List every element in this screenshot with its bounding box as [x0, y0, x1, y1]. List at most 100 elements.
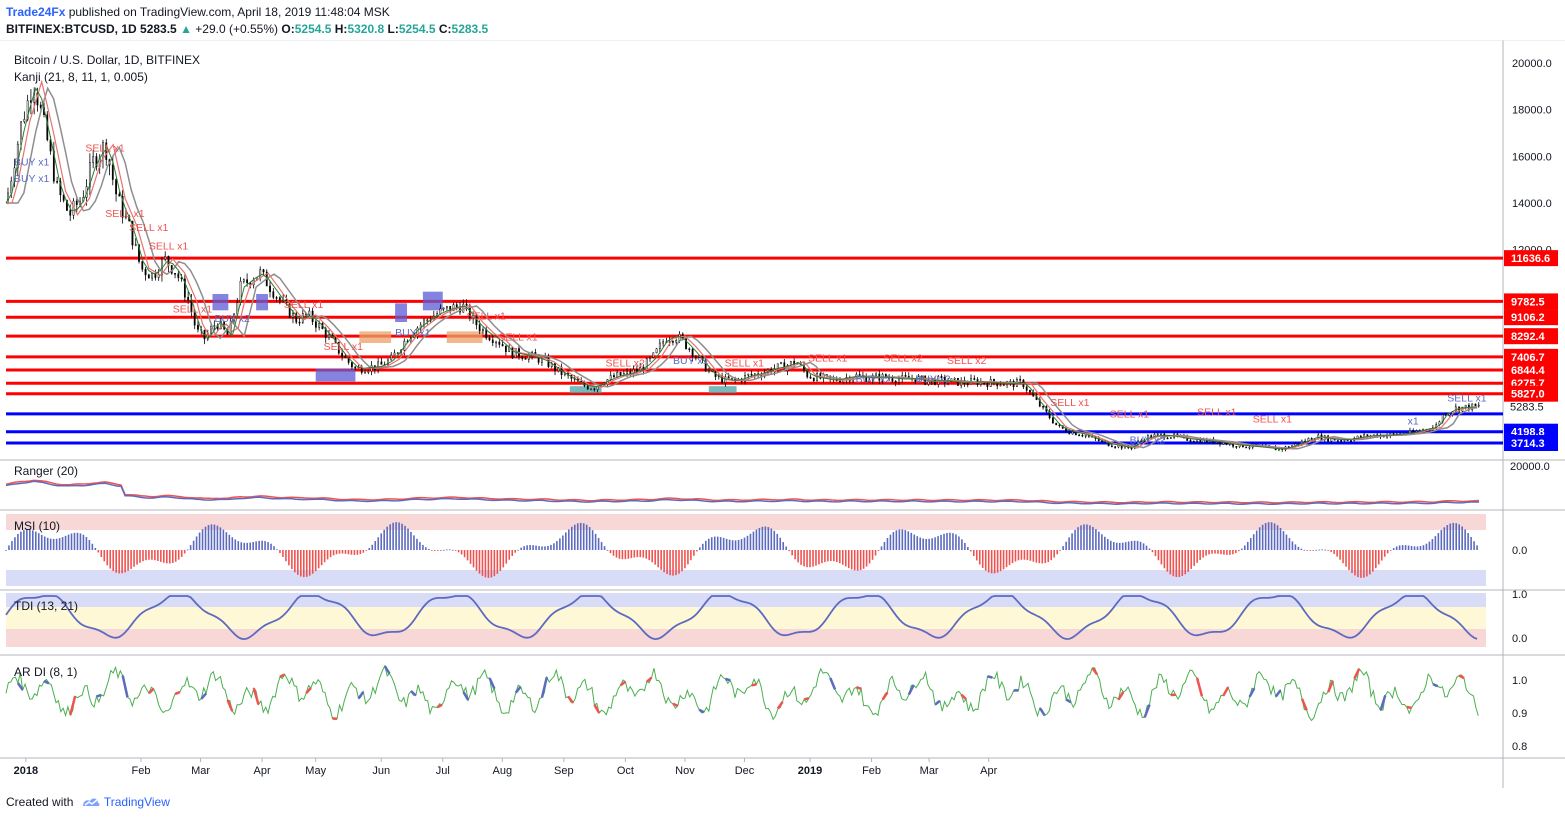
- msi-bar: [258, 540, 260, 550]
- candle-body: [269, 285, 271, 292]
- signal-annotation: SELL x1: [173, 304, 212, 316]
- candle-body: [134, 244, 137, 246]
- msi-bar: [1375, 550, 1377, 569]
- msi-bar: [880, 546, 883, 550]
- ardi-highlight: [43, 680, 50, 685]
- msi-bar: [958, 536, 960, 550]
- msi-bar: [398, 522, 400, 550]
- candle-body: [56, 181, 59, 183]
- ardi-highlight: [1432, 682, 1439, 688]
- msi-bar: [526, 545, 528, 550]
- msi-bar: [684, 550, 686, 569]
- ranger-upper-line: [5, 479, 1480, 504]
- msi-bar: [565, 532, 567, 550]
- signal-boxes: [212, 291, 737, 394]
- candle-body: [1002, 384, 1005, 387]
- ardi-highlight: [383, 665, 391, 675]
- msi-bar: [630, 550, 633, 559]
- candle-body: [1048, 411, 1051, 419]
- msi-bar: [651, 550, 653, 563]
- candle-body: [1055, 422, 1058, 426]
- candle-body: [46, 114, 49, 141]
- msi-bar: [198, 532, 201, 550]
- main-indicator-title: Kanji (21, 8, 11, 1, 0.005): [14, 70, 148, 84]
- msi-bar: [26, 529, 28, 550]
- candle-body: [275, 297, 278, 299]
- level-price-label: 6844.4: [1511, 365, 1546, 377]
- msi-bar: [999, 550, 1002, 572]
- ardi-highlight: [1406, 705, 1412, 710]
- msi-bar: [359, 550, 362, 555]
- ranger-title: Ranger (20): [14, 464, 78, 478]
- msi-bar: [964, 542, 966, 550]
- tradingview-link[interactable]: TradingView: [103, 795, 170, 809]
- msi-bar: [73, 532, 76, 550]
- msi-bar: [1419, 546, 1422, 550]
- msi-bar: [302, 550, 305, 578]
- signal-annotation: SELL x1: [149, 241, 188, 253]
- msi-bar: [1017, 550, 1020, 561]
- msi-bar: [1098, 531, 1100, 550]
- level-price-label: 7406.7: [1511, 352, 1545, 364]
- signal-box: [395, 303, 408, 323]
- candle-body: [780, 362, 782, 364]
- msi-bar: [1029, 550, 1032, 561]
- msi-bar: [1068, 537, 1070, 550]
- msi-bar: [335, 550, 338, 555]
- msi-bar: [952, 533, 954, 550]
- tdi-y-tick: 1.0: [1512, 589, 1527, 601]
- chart-svg[interactable]: SELL x1 BUY x1 BUY x1 SELL x1 SELL x1 SELL x1…: [0, 39, 1565, 788]
- candle-body: [16, 143, 19, 169]
- msi-bar: [1038, 550, 1041, 564]
- x-tick-label: Dec: [735, 765, 755, 777]
- candle-body: [1215, 442, 1218, 444]
- msi-bar: [88, 540, 91, 550]
- candle-body: [1058, 424, 1061, 427]
- msi-bar: [115, 550, 117, 573]
- msi-bar: [722, 537, 725, 550]
- msi-bar: [192, 540, 195, 550]
- candle-body: [593, 388, 596, 391]
- msi-bar: [487, 550, 490, 578]
- signal-box: [315, 368, 356, 382]
- msi-bar: [1104, 536, 1106, 550]
- msi-bar: [1458, 524, 1460, 550]
- candle-body: [1084, 435, 1087, 437]
- msi-bar: [1285, 534, 1288, 550]
- msi-bar: [1187, 550, 1190, 572]
- msi-bar: [1282, 531, 1285, 550]
- candle-body: [491, 339, 494, 343]
- msi-bar: [11, 541, 13, 550]
- candle-body: [131, 220, 134, 246]
- chart-area[interactable]: SELL x1 BUY x1 BUY x1 SELL x1 SELL x1 SELL x1…: [0, 39, 1565, 788]
- signal-ma-line: [5, 87, 1478, 450]
- candle-body: [894, 380, 897, 383]
- msi-bar: [618, 550, 621, 559]
- msi-bar: [1291, 541, 1294, 550]
- candle-body: [1169, 437, 1172, 439]
- msi-bar: [1276, 525, 1279, 550]
- msi-bar: [841, 550, 844, 565]
- msi-bar: [344, 550, 347, 554]
- msi-bar: [1112, 542, 1115, 550]
- msi-bar: [1032, 550, 1035, 562]
- msi-bar: [609, 550, 612, 554]
- msi-bar: [699, 547, 701, 550]
- msi-bar: [448, 549, 451, 551]
- msi-bar: [931, 538, 933, 550]
- candle-body: [121, 195, 124, 218]
- signal-annotation: SELL x1: [725, 357, 764, 369]
- author-link[interactable]: Trade24Fx: [6, 5, 66, 19]
- candle-body: [187, 296, 190, 301]
- msi-bar: [877, 550, 880, 551]
- candle-body: [1454, 406, 1457, 412]
- msi-bar: [124, 550, 126, 573]
- x-tick-label: Nov: [675, 765, 695, 777]
- candle-body: [953, 377, 956, 380]
- msi-bar: [818, 550, 820, 565]
- msi-bar: [690, 550, 692, 561]
- msi-bar: [517, 549, 519, 551]
- msi-bar: [693, 550, 695, 556]
- ardi-highlight: [1300, 698, 1308, 711]
- msi-bar: [1142, 543, 1145, 550]
